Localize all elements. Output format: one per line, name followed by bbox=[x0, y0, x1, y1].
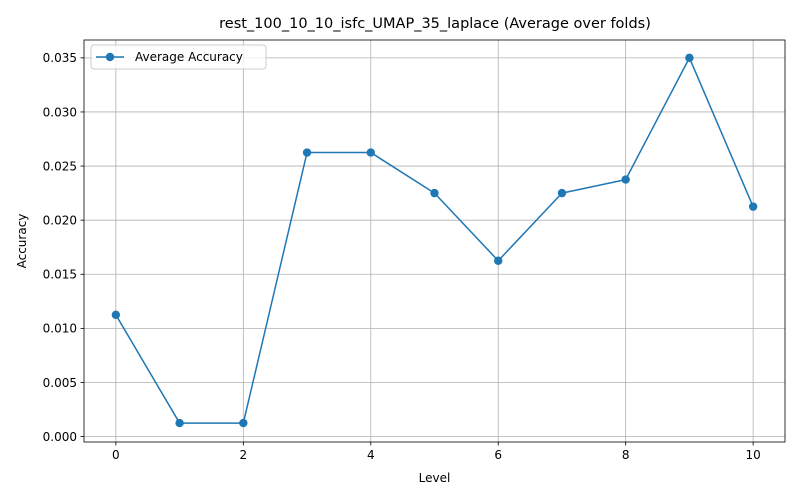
y-tick-label: 0.025 bbox=[43, 159, 77, 173]
data-point-marker bbox=[366, 148, 375, 157]
data-point-marker bbox=[111, 310, 121, 320]
legend: Average Accuracy bbox=[90, 44, 267, 70]
data-point-marker bbox=[239, 418, 248, 428]
x-axis-label: Level bbox=[419, 471, 451, 485]
data-point-marker bbox=[302, 148, 312, 157]
chart-title: rest_100_10_10_isfc_UMAP_35_laplace (Ave… bbox=[219, 16, 651, 32]
y-tick-label: 0.005 bbox=[43, 376, 77, 390]
x-tick-label: 2 bbox=[239, 448, 247, 462]
y-axis-label: Accuracy bbox=[15, 214, 29, 269]
axes-frame bbox=[83, 39, 786, 443]
axis-ticks: 0 2 4 6 8 10 0.000 0.005 0.010 0.015 0.020 0.025 0.0… bbox=[43, 51, 761, 462]
x-tick-label: 4 bbox=[367, 448, 375, 462]
legend-marker-swatch bbox=[105, 52, 115, 62]
data-point-marker bbox=[685, 53, 694, 63]
x-tick-label: 6 bbox=[494, 448, 502, 462]
y-tick-label: 0.035 bbox=[43, 51, 77, 65]
grid-lines bbox=[84, 40, 785, 442]
x-tick-label: 8 bbox=[622, 448, 630, 462]
data-point-marker bbox=[430, 188, 439, 198]
data-point-marker bbox=[557, 188, 567, 198]
y-tick-label: 0.015 bbox=[43, 268, 77, 282]
data-point-marker bbox=[748, 202, 758, 211]
y-tick-label: 0.000 bbox=[43, 430, 77, 444]
y-tick-label: 0.030 bbox=[43, 105, 77, 119]
x-tick-label: 10 bbox=[745, 448, 760, 462]
legend-box bbox=[90, 44, 267, 70]
data-point-marker bbox=[494, 256, 503, 265]
data-point-marker bbox=[175, 418, 184, 428]
plot-area bbox=[111, 53, 758, 428]
y-tick-label: 0.020 bbox=[43, 213, 77, 227]
legend-label: Average Accuracy bbox=[135, 50, 243, 64]
x-tick-label: 0 bbox=[112, 448, 120, 462]
data-point-marker bbox=[621, 175, 630, 184]
y-tick-label: 0.010 bbox=[43, 322, 77, 336]
